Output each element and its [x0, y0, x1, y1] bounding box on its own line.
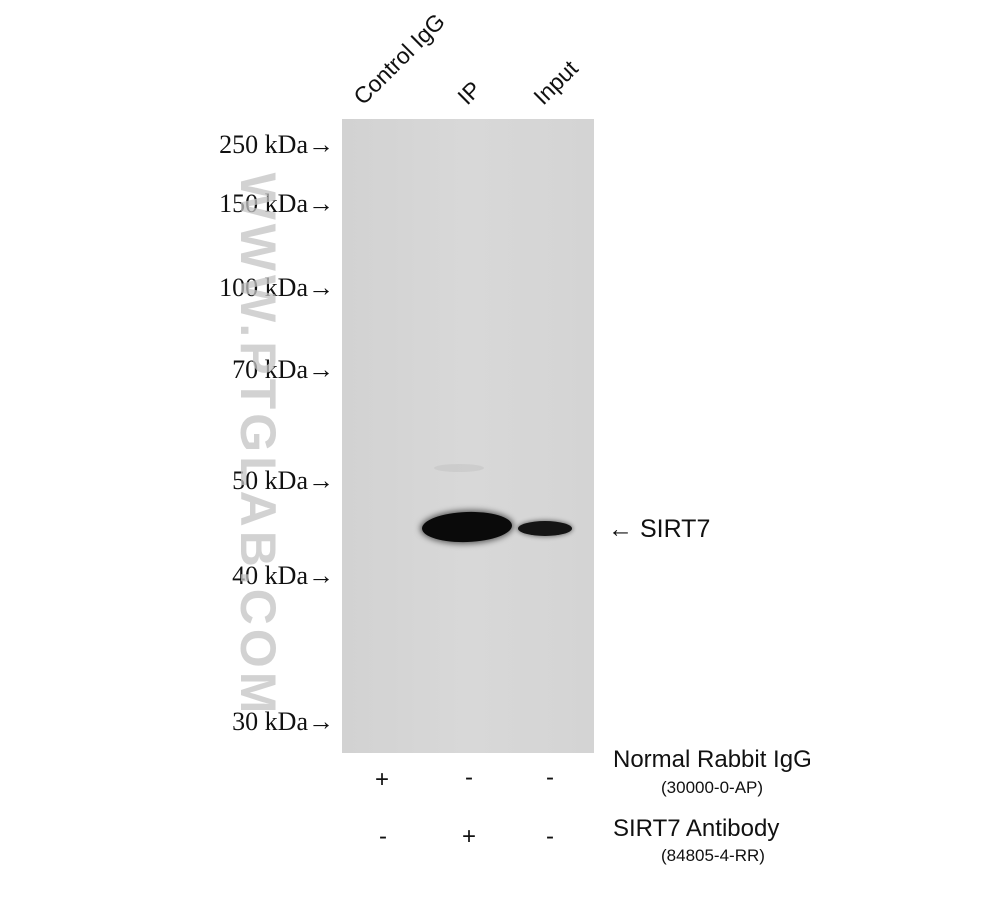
condition-name-normal-rabbit-igg: Normal Rabbit IgG [613, 746, 812, 773]
sign-row1-lane1: + [374, 766, 389, 793]
sign-row2-lane3: - [546, 823, 554, 850]
marker-70kda: 70 kDa→ [232, 355, 334, 384]
marker-40kda: 40 kDa→ [232, 561, 334, 590]
marker-150kda: 150 kDa→ [219, 189, 334, 218]
sign-row2-lane1: - [379, 823, 387, 850]
band-faint-ip [434, 464, 484, 472]
marker-250kda: 250 kDa→ [219, 130, 334, 159]
watermark: WWW.PTGLAB.COM [230, 172, 286, 718]
band-input [518, 521, 572, 536]
lane-label-control-igg: Control IgG [348, 8, 450, 110]
condition-catalog-sirt7-antibody: (84805-4-RR) [661, 846, 765, 865]
marker-50kda: 50 kDa→ [232, 466, 334, 495]
marker-100kda: 100 kDa→ [219, 273, 334, 302]
sign-row1-lane2: - [465, 764, 473, 791]
blot-membrane [342, 119, 594, 753]
condition-catalog-normal-rabbit-igg: (30000-0-AP) [661, 778, 764, 797]
condition-name-sirt7-antibody: SIRT7 Antibody [613, 815, 780, 842]
sign-row1-lane3: - [546, 764, 554, 791]
lane-label-input: Input [528, 55, 583, 110]
marker-30kda: 30 kDa→ [232, 707, 334, 736]
sign-row2-lane2: + [461, 823, 476, 850]
band-ip [421, 510, 513, 544]
lane-label-ip: IP [452, 75, 487, 110]
target-label-sirt7: ← SIRT7 [608, 515, 711, 543]
